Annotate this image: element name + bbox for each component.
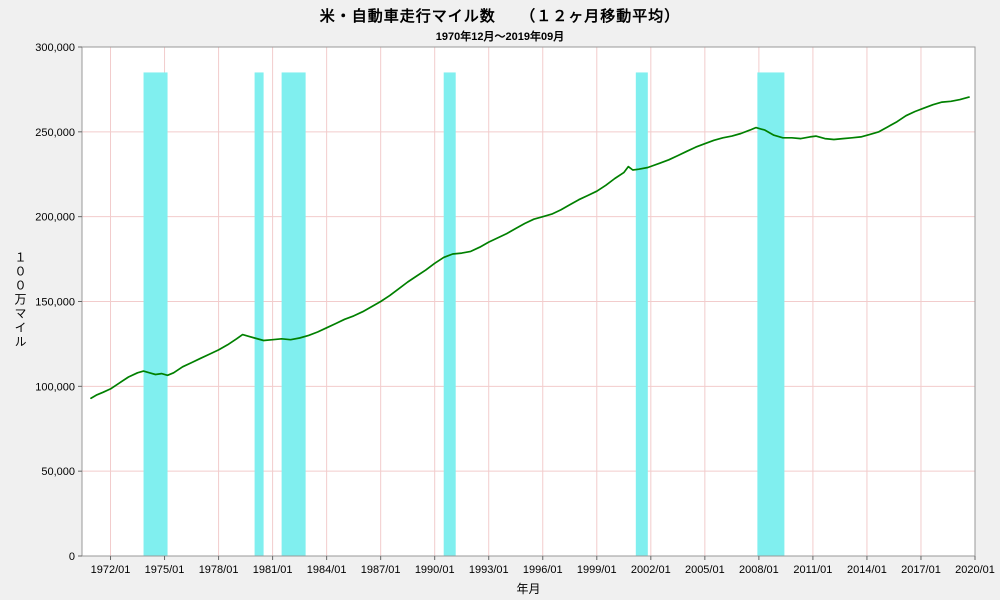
- x-tick-label: 1978/01: [199, 564, 239, 576]
- x-tick-label: 2011/01: [793, 564, 832, 576]
- chart-subtitle: 1970年12月～2019年09月: [435, 31, 565, 43]
- x-tick-label: 1990/01: [415, 564, 455, 576]
- recession-band: [281, 72, 306, 556]
- x-tick-label: 2020/01: [955, 564, 995, 576]
- chart-title: 米・自動車走行マイル数 （１２ヶ月移動平均）: [319, 8, 681, 25]
- x-tick-label: 2002/01: [631, 564, 671, 576]
- y-tick-label: 150,000: [35, 297, 75, 309]
- x-axis-label: 年月: [516, 582, 541, 596]
- recession-band: [757, 72, 785, 556]
- x-tick-label: 1993/01: [469, 564, 509, 576]
- recession-band: [254, 72, 264, 556]
- recession-band: [143, 72, 168, 556]
- x-tick-label: 2014/01: [847, 564, 887, 576]
- x-tick-label: 1996/01: [523, 564, 563, 576]
- x-tick-label: 1975/01: [145, 564, 185, 576]
- x-tick-label: 1972/01: [91, 564, 131, 576]
- x-tick-label: 1984/01: [307, 564, 347, 576]
- y-tick-label: 200,000: [35, 212, 75, 224]
- x-tick-label: 2017/01: [901, 564, 941, 576]
- y-tick-label: 0: [69, 551, 75, 563]
- y-tick-label: 300,000: [35, 42, 75, 54]
- x-tick-label: 2008/01: [739, 564, 779, 576]
- x-tick-label: 1981/01: [253, 564, 293, 576]
- x-tick-label: 1987/01: [361, 564, 401, 576]
- vmt-line: [90, 96, 970, 400]
- y-axis-label: １００万マイル: [13, 251, 27, 349]
- x-tick-label: 2005/01: [685, 564, 725, 576]
- y-tick-label: 250,000: [35, 127, 75, 139]
- y-tick-label: 100,000: [35, 381, 75, 393]
- x-tick-label: 1999/01: [577, 564, 617, 576]
- y-tick-label: 50,000: [41, 466, 75, 478]
- recession-band: [443, 72, 456, 556]
- recession-band: [635, 72, 648, 556]
